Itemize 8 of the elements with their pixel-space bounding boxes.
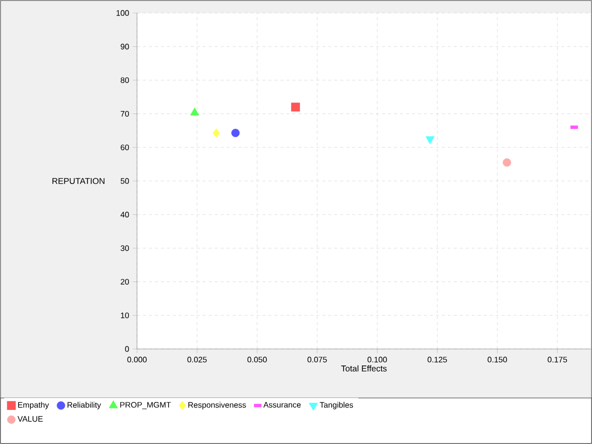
y-axis-title: REPUTATION: [52, 178, 104, 184]
point: [231, 128, 240, 138]
point: [212, 128, 220, 138]
point: [426, 136, 435, 144]
point: [291, 102, 300, 112]
point: [502, 158, 512, 167]
x-axis-title: Total Effects: [341, 365, 387, 372]
point: [190, 108, 200, 116]
